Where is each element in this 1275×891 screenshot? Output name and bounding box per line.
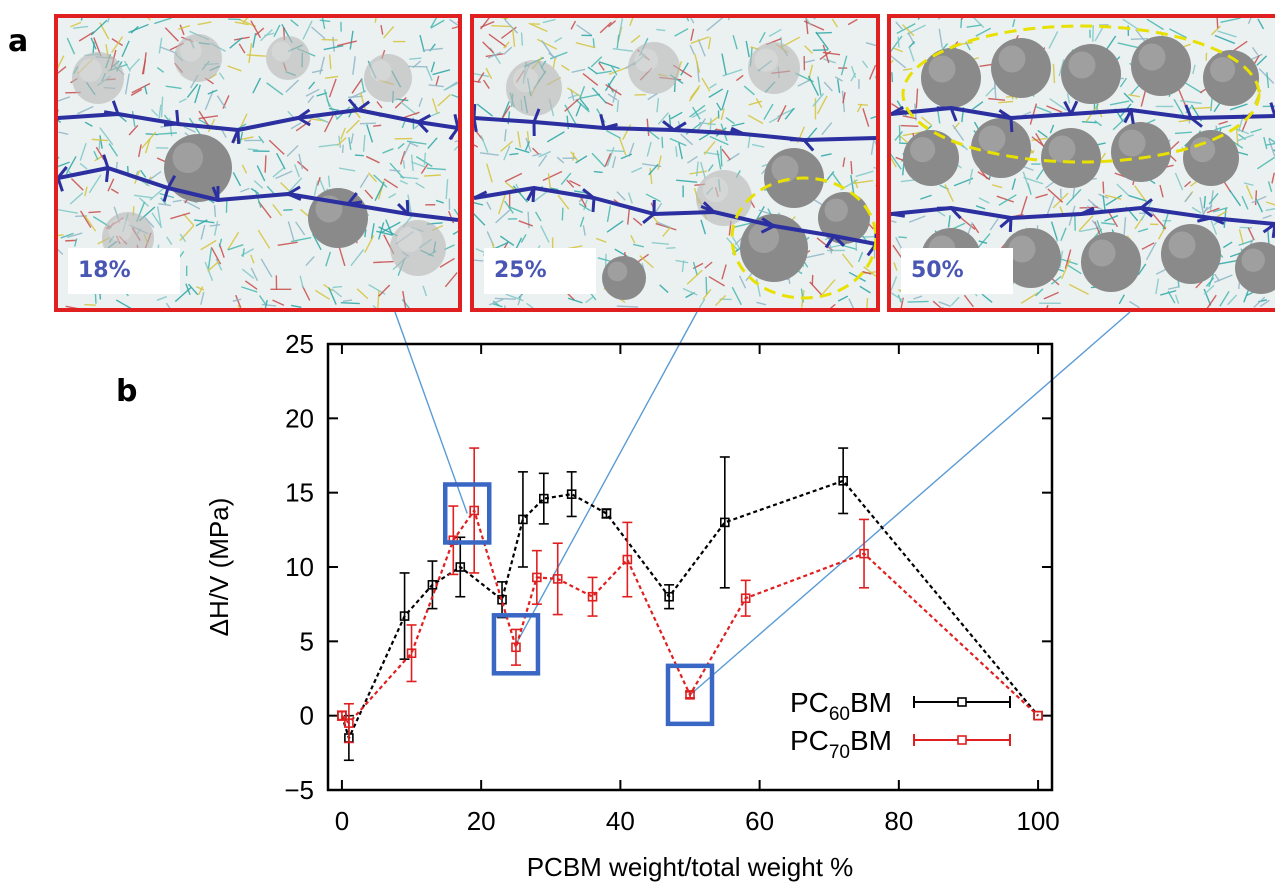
- series-line: [340, 479, 1039, 742]
- y-tick-label: 15: [285, 478, 314, 508]
- data-point: [622, 554, 633, 565]
- x-tick-label: 100: [1016, 806, 1059, 836]
- y-tick-label: 0: [300, 701, 314, 731]
- y-tick-label: 5: [300, 626, 314, 656]
- data-point: [455, 562, 466, 572]
- cluster-outline: [901, 24, 1261, 164]
- connector-line: [515, 311, 698, 645]
- panel-b-label: b: [116, 374, 138, 409]
- legend-marker: [957, 697, 967, 707]
- md-snapshot-image: [474, 18, 876, 308]
- data-point: [518, 514, 528, 525]
- data-point: [539, 493, 549, 504]
- data-point: [337, 710, 347, 721]
- highlight-box: [491, 613, 541, 676]
- series-line: [341, 508, 1039, 725]
- data-point: [1033, 710, 1043, 721]
- highlight-box: [665, 663, 715, 727]
- x-tick-label: 0: [335, 806, 349, 836]
- x-axis-label: PCBM weight/total weight %: [527, 852, 854, 882]
- panel-a-label: a: [8, 24, 29, 59]
- data-point: [601, 508, 612, 519]
- data-point: [859, 548, 869, 559]
- y-axis-label: ΔH/V (MPa): [204, 498, 234, 637]
- data-point: [406, 648, 417, 659]
- y-tick-label: −5: [284, 775, 314, 805]
- data-point: [469, 505, 479, 516]
- x-tick-label: 40: [606, 806, 635, 836]
- snapshot-label-50: 50%: [901, 248, 1013, 294]
- y-tick-label: 10: [285, 552, 314, 582]
- x-tick-label: 60: [745, 806, 774, 836]
- series-layer: [336, 447, 1043, 762]
- x-tick-label: 20: [467, 806, 496, 836]
- snapshot-50-percent: 50%: [887, 14, 1275, 312]
- legend-marker: [957, 735, 967, 745]
- data-point: [511, 642, 521, 653]
- data-point: [344, 718, 354, 728]
- legend-label: PC60BM: [790, 687, 892, 725]
- snapshot-label-25: 25%: [484, 248, 596, 294]
- data-point: [720, 517, 730, 528]
- connector-line: [689, 311, 1131, 696]
- md-snapshot-image: [891, 18, 1275, 308]
- data-point: [566, 489, 577, 499]
- connector-line: [394, 311, 468, 514]
- snapshot-content: [474, 18, 876, 308]
- data-point: [532, 572, 542, 583]
- connector-lines: [394, 311, 1131, 696]
- x-tick-label: 80: [884, 806, 913, 836]
- legend-label: PC70BM: [790, 725, 892, 763]
- data-point: [552, 574, 563, 584]
- data-point: [685, 690, 695, 700]
- data-point: [664, 591, 674, 602]
- highlight-boxes: [442, 482, 715, 727]
- y-tick-label: 20: [285, 403, 314, 433]
- axis-ticks: 0 20 40 60 80 100 −5 0 5 10 15 20 25: [284, 329, 1059, 836]
- y-tick-label: 25: [285, 329, 314, 359]
- data-point: [399, 611, 410, 621]
- snapshot-content: [891, 18, 1275, 308]
- data-point: [587, 591, 598, 602]
- snapshot-25-percent: 25%: [470, 14, 880, 312]
- data-point: [740, 593, 751, 604]
- cluster-outline: [730, 176, 876, 300]
- snapshot-label-18: 18%: [68, 248, 180, 294]
- snapshot-18-percent: 18%: [54, 14, 462, 312]
- data-point: [838, 475, 848, 486]
- series-pc70bm: [336, 447, 1043, 744]
- highlight-box: [442, 482, 492, 545]
